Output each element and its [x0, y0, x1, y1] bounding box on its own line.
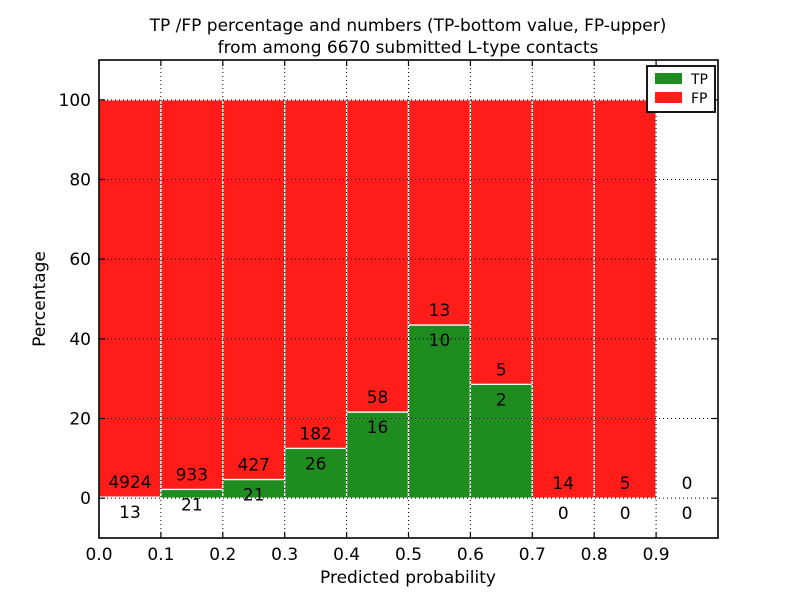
tp-count-label: 2 [496, 390, 507, 410]
tp-count-label: 21 [181, 495, 203, 515]
tp-count-label: 21 [243, 485, 265, 505]
tp-count-label: 26 [305, 454, 327, 474]
tp-count-label: 0 [558, 504, 569, 524]
x-tick-label: 0.9 [643, 545, 670, 565]
fp-count-label: 5 [496, 360, 507, 380]
bar-segment-fp [593, 99, 657, 499]
chart-title-line1: TP /FP percentage and numbers (TP-bottom… [149, 16, 667, 36]
bars-layer [98, 99, 657, 499]
x-tick-label: 0.8 [581, 545, 608, 565]
fp-count-label: 427 [238, 455, 270, 475]
fp-count-label: 933 [176, 465, 208, 485]
tp-count-label: 0 [682, 504, 693, 524]
x-tick-label: 0.1 [147, 545, 174, 565]
x-tick-label: 0.3 [271, 545, 298, 565]
fp-count-label: 5 [620, 474, 631, 494]
fp-count-label: 4924 [108, 473, 151, 493]
x-tick-label: 0.6 [457, 545, 484, 565]
tp-count-label: 10 [429, 331, 451, 351]
legend-swatch-fp [655, 92, 682, 103]
fp-count-label: 0 [682, 474, 693, 494]
bar-segment-fp [222, 99, 286, 481]
tp-count-label: 13 [119, 503, 141, 523]
fp-count-label: 182 [299, 424, 331, 444]
bar-segment-tp [407, 324, 472, 499]
bar-segment-fp [98, 99, 162, 498]
y-tick-label: 60 [69, 250, 91, 270]
y-axis-label: Percentage [30, 251, 50, 347]
bar-segment-fp [284, 99, 348, 450]
bar-labels-layer: 4924 13 933 21 427 21 182 26 58 16 13 10 5 2 14 0 5 0 0 0 [108, 301, 692, 524]
legend-label-fp: FP [691, 91, 708, 107]
x-axis-label: Predicted probability [320, 568, 496, 588]
y-tick-label: 40 [69, 330, 91, 350]
fp-count-label: 14 [552, 474, 574, 494]
bar-segment-tp [345, 411, 410, 499]
x-tick-label: 0.4 [333, 545, 360, 565]
x-tick-label: 0.5 [395, 545, 422, 565]
fp-count-label: 58 [367, 388, 389, 408]
tp-count-label: 0 [620, 504, 631, 524]
bar-segment-fp [160, 99, 224, 491]
legend-label-tp: TP [690, 72, 708, 88]
bar-segment-fp [407, 99, 472, 326]
y-tick-label: 80 [69, 171, 91, 191]
y-tick-label: 20 [69, 410, 91, 430]
bar-segment-fp [469, 99, 533, 386]
x-tick-label: 0.0 [85, 545, 112, 565]
tick-labels-layer: 0.0 0.1 0.2 0.3 0.4 0.5 0.6 0.7 0.8 0.90204060801… [59, 91, 670, 565]
x-tick-label: 0.7 [519, 545, 546, 565]
bar-segment-fp [345, 99, 410, 413]
y-tick-label: 100 [59, 91, 91, 111]
bar-segment-fp [531, 99, 595, 499]
chart-title-line2: from among 6670 submitted L-type contact… [218, 38, 599, 58]
legend: TP FP [646, 65, 716, 113]
fp-count-label: 13 [429, 301, 451, 321]
y-tick-label: 0 [80, 489, 91, 509]
ticks-layer [98, 60, 718, 538]
tp-count-label: 16 [367, 418, 389, 438]
x-tick-label: 0.2 [209, 545, 236, 565]
legend-swatch-tp [655, 73, 682, 84]
